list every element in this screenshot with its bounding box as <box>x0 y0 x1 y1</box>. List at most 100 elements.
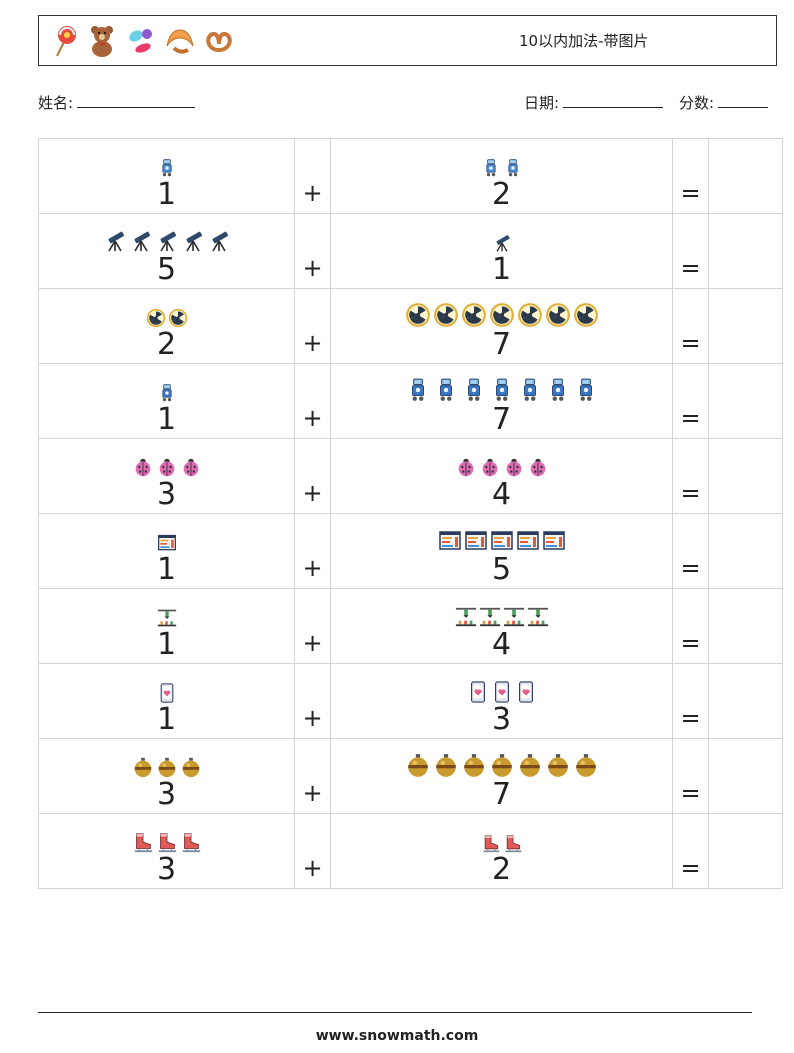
chart-board-icon <box>490 531 513 550</box>
lab-machine-icon <box>157 609 176 627</box>
date-field[interactable]: 日期: <box>524 92 664 113</box>
icon-group <box>455 456 549 478</box>
answer-box[interactable] <box>708 363 783 439</box>
ornament-icon <box>134 757 151 778</box>
answer-box[interactable] <box>708 813 783 889</box>
robot-icon <box>507 159 518 177</box>
plus-sign-cell: + <box>294 738 331 814</box>
icon-group <box>467 681 537 703</box>
icon-group <box>405 302 599 328</box>
ornament-icon <box>575 754 596 777</box>
ice-skate-icon <box>134 833 152 853</box>
equals-sign: = <box>680 554 701 582</box>
equals-sign-cell: = <box>672 588 709 664</box>
icon-group <box>405 377 599 403</box>
ice-skate-icon <box>182 833 200 853</box>
plus-sign-cell: + <box>294 438 331 514</box>
lab-machine-icon <box>455 607 476 627</box>
score-field[interactable]: 分数: <box>679 92 769 113</box>
name-field[interactable]: 姓名: <box>38 92 196 113</box>
radiation-icon <box>517 303 542 327</box>
answer-box[interactable] <box>708 738 783 814</box>
radiation-icon <box>168 308 187 328</box>
second-operand-cell: 3 <box>330 663 673 739</box>
first-operand-cell: 1 <box>38 363 295 439</box>
chart-board-icon <box>438 531 461 550</box>
problem-row: 3 + 2 = <box>38 813 783 889</box>
first-operand-cell: 1 <box>38 663 295 739</box>
robot-icon <box>467 378 480 401</box>
ladybug-icon <box>482 458 497 477</box>
operand-number: 1 <box>156 627 177 662</box>
lab-machine-icon <box>527 607 548 627</box>
plus-sign: + <box>302 629 323 657</box>
name-label: 姓名: <box>38 94 74 112</box>
ornament-icon <box>158 757 175 778</box>
icon-group <box>157 683 177 703</box>
icon-group <box>103 229 231 253</box>
date-line[interactable] <box>563 93 664 108</box>
plus-sign-cell: + <box>294 588 331 664</box>
plus-sign: + <box>302 404 323 432</box>
equals-sign-cell: = <box>672 363 709 439</box>
icon-group <box>405 752 599 778</box>
answer-box[interactable] <box>708 588 783 664</box>
operand-number: 3 <box>156 477 177 512</box>
plus-sign: + <box>302 704 323 732</box>
date-label: 日期: <box>524 94 560 112</box>
phone-heart-icon <box>160 683 173 703</box>
score-line[interactable] <box>718 93 769 108</box>
icon-group <box>481 158 523 178</box>
ladybug-icon <box>135 458 150 477</box>
chart-board-icon <box>157 534 176 551</box>
second-operand-cell: 5 <box>330 513 673 589</box>
second-operand-cell: 4 <box>330 588 673 664</box>
equals-sign: = <box>680 254 701 282</box>
icon-group <box>132 831 202 853</box>
phone-heart-icon <box>470 681 485 703</box>
answer-box[interactable] <box>708 138 783 214</box>
telescope-icon <box>211 231 228 252</box>
problem-row: 1 + <box>38 363 783 439</box>
chart-board-icon <box>464 531 487 550</box>
ladybug-icon <box>530 458 545 477</box>
first-operand-cell: 3 <box>38 438 295 514</box>
ornament-icon <box>182 757 199 778</box>
icon-group <box>438 529 566 553</box>
ladybug-icon <box>506 458 521 477</box>
operand-number: 2 <box>491 852 512 887</box>
plus-sign: + <box>302 179 323 207</box>
answer-box[interactable] <box>708 288 783 364</box>
telescope-icon <box>185 231 202 252</box>
lab-machine-icon <box>479 607 500 627</box>
operand-number: 1 <box>156 702 177 737</box>
robot-icon <box>439 378 452 401</box>
equals-sign-cell: = <box>672 438 709 514</box>
name-line[interactable] <box>77 93 196 108</box>
first-operand-cell: 1 <box>38 588 295 664</box>
first-operand-cell: 1 <box>38 513 295 589</box>
robot-icon <box>161 159 172 177</box>
ornament-icon <box>407 754 428 777</box>
robot-icon <box>411 378 424 401</box>
icon-group <box>132 756 202 778</box>
equals-sign: = <box>680 404 701 432</box>
problems-table: 1 + 2 = <box>38 138 783 889</box>
radiation-icon <box>405 303 430 327</box>
problem-row: 1 + <box>38 513 783 589</box>
first-operand-cell: 2 <box>38 288 295 364</box>
answer-box[interactable] <box>708 438 783 514</box>
icon-group <box>157 383 177 403</box>
ice-skate-icon <box>483 835 499 853</box>
answer-box[interactable] <box>708 513 783 589</box>
answer-box[interactable] <box>708 213 783 289</box>
second-operand-cell: 1 <box>330 213 673 289</box>
operand-number: 1 <box>491 252 512 287</box>
answer-box[interactable] <box>708 663 783 739</box>
ornament-icon <box>519 754 540 777</box>
operand-number: 2 <box>491 177 512 212</box>
icon-group <box>455 606 549 628</box>
ornament-icon <box>435 754 456 777</box>
second-operand-cell: 7 <box>330 738 673 814</box>
telescope-icon <box>495 235 510 252</box>
